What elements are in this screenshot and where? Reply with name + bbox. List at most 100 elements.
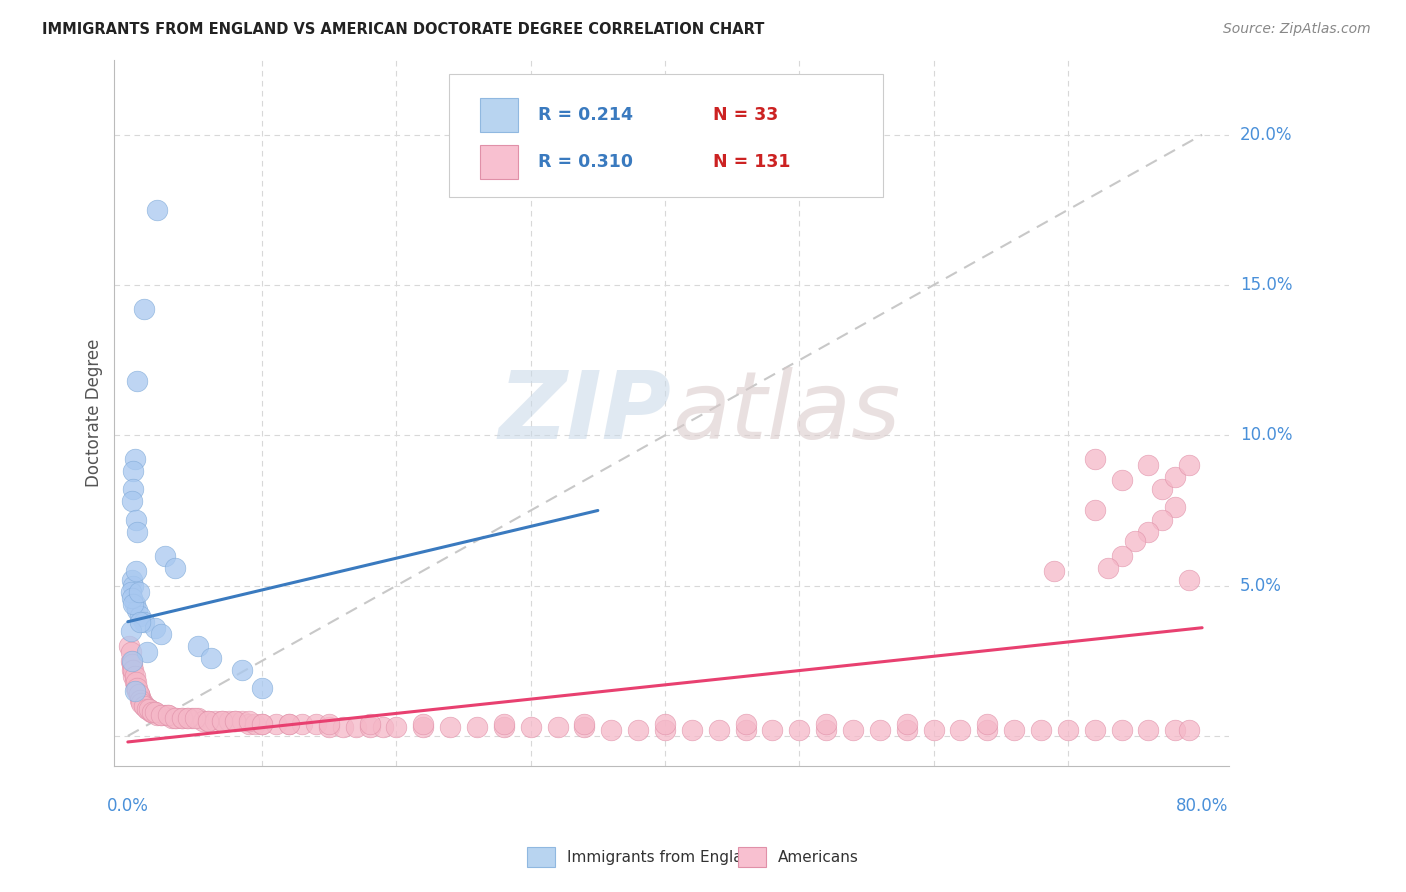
Point	[197, 714, 219, 728]
Text: N = 131: N = 131	[713, 153, 790, 171]
Point	[332, 720, 354, 734]
Point	[1150, 512, 1173, 526]
Point	[121, 494, 143, 508]
Point	[187, 711, 209, 725]
Point	[707, 723, 730, 737]
Point	[1164, 723, 1187, 737]
Point	[134, 698, 156, 713]
Point	[124, 674, 146, 689]
Point	[264, 717, 287, 731]
Point	[170, 711, 193, 725]
Point	[1137, 458, 1160, 473]
Point	[135, 645, 157, 659]
Point	[128, 687, 150, 701]
Point	[187, 639, 209, 653]
Point	[734, 717, 756, 731]
Point	[129, 690, 152, 704]
Point	[815, 717, 838, 731]
Point	[128, 687, 150, 701]
Point	[132, 615, 155, 629]
Point	[155, 707, 177, 722]
Text: 5.0%: 5.0%	[1240, 576, 1282, 595]
Point	[150, 707, 173, 722]
Point	[439, 720, 461, 734]
Text: 15.0%: 15.0%	[1240, 276, 1292, 294]
FancyBboxPatch shape	[479, 145, 517, 179]
Point	[1177, 458, 1199, 473]
Text: Immigrants from England: Immigrants from England	[567, 850, 762, 864]
Point	[129, 693, 152, 707]
Point	[654, 723, 676, 737]
Point	[138, 702, 160, 716]
Point	[842, 723, 865, 737]
Point	[184, 711, 207, 725]
Point	[155, 549, 177, 563]
Point	[150, 626, 173, 640]
Point	[492, 717, 515, 731]
Point	[492, 720, 515, 734]
Point	[121, 654, 143, 668]
Point	[163, 560, 186, 574]
Point	[238, 717, 260, 731]
Text: 0.0%: 0.0%	[107, 797, 149, 814]
Point	[129, 615, 152, 629]
Point	[600, 723, 623, 737]
Point	[120, 584, 142, 599]
Point	[1177, 723, 1199, 737]
Point	[191, 714, 214, 728]
Text: Source: ZipAtlas.com: Source: ZipAtlas.com	[1223, 22, 1371, 37]
Point	[127, 684, 149, 698]
Text: N = 33: N = 33	[713, 105, 778, 124]
Point	[150, 707, 173, 722]
Point	[122, 483, 145, 497]
Point	[163, 711, 186, 725]
Point	[1111, 723, 1133, 737]
Point	[121, 663, 143, 677]
Point	[120, 624, 142, 638]
Point	[124, 669, 146, 683]
Point	[1002, 723, 1025, 737]
Point	[291, 717, 314, 731]
Point	[371, 720, 394, 734]
Point	[127, 374, 149, 388]
Point	[129, 693, 152, 707]
Text: Americans: Americans	[778, 850, 859, 864]
Point	[238, 714, 260, 728]
Point	[1164, 500, 1187, 515]
Point	[1123, 533, 1146, 548]
Point	[1150, 483, 1173, 497]
Point	[127, 603, 149, 617]
Point	[1097, 560, 1119, 574]
Point	[231, 714, 253, 728]
Point	[681, 723, 703, 737]
Point	[976, 717, 998, 731]
Point	[359, 717, 381, 731]
Point	[128, 584, 150, 599]
Point	[761, 723, 783, 737]
Point	[143, 621, 166, 635]
Text: R = 0.214: R = 0.214	[538, 105, 633, 124]
Point	[547, 720, 569, 734]
Point	[1043, 564, 1066, 578]
Point	[344, 720, 367, 734]
Point	[224, 714, 246, 728]
Point	[231, 663, 253, 677]
Point	[1164, 470, 1187, 484]
Point	[1056, 723, 1078, 737]
Point	[129, 608, 152, 623]
Point	[157, 707, 180, 722]
Point	[177, 711, 200, 725]
Point	[385, 720, 408, 734]
Point	[124, 684, 146, 698]
Point	[165, 711, 187, 725]
Point	[157, 707, 180, 722]
Point	[127, 681, 149, 695]
Point	[143, 705, 166, 719]
Point	[787, 723, 810, 737]
FancyBboxPatch shape	[479, 98, 517, 132]
Point	[574, 720, 596, 734]
Point	[122, 464, 145, 478]
Point	[1111, 474, 1133, 488]
Point	[127, 524, 149, 539]
Point	[976, 723, 998, 737]
